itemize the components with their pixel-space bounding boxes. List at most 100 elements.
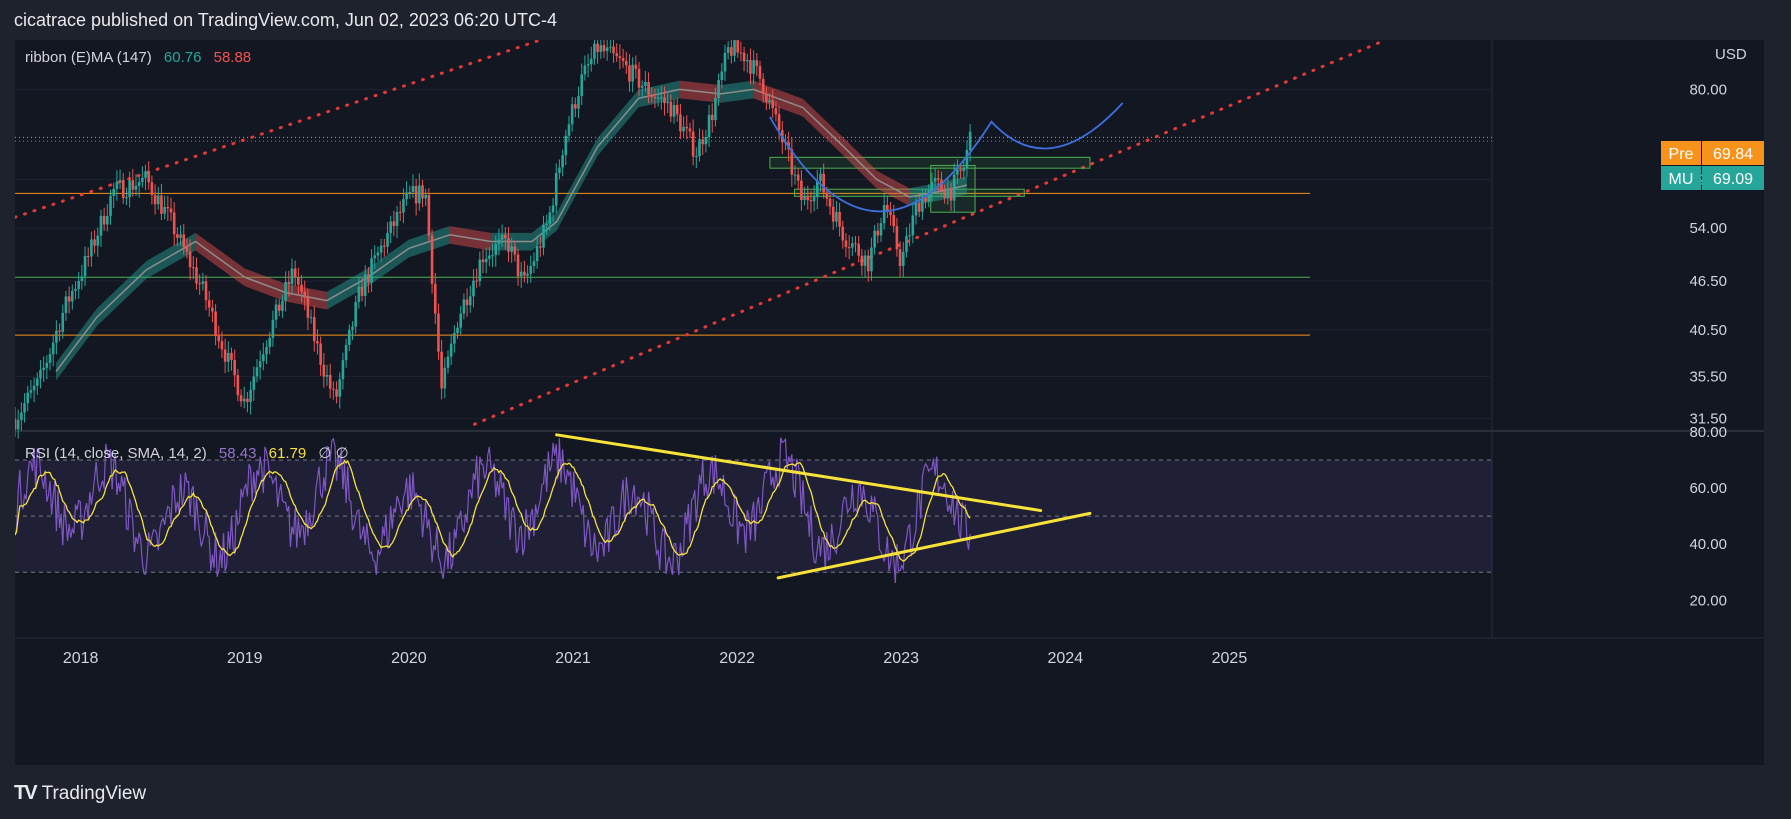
candle-body-140 <box>459 313 463 328</box>
candle-body-98 <box>325 374 329 377</box>
candle-body-227 <box>736 40 740 53</box>
candle-body-157 <box>513 246 517 255</box>
candle-body-93 <box>309 317 313 319</box>
candle-body-68 <box>230 352 233 360</box>
candle-body-71 <box>239 395 243 402</box>
candle-body-39 <box>137 182 141 186</box>
candle-body-233 <box>755 60 759 67</box>
candle-body-11 <box>48 354 52 363</box>
candle-body-115 <box>379 245 383 253</box>
candle-body-182 <box>593 43 596 59</box>
candle-body-225 <box>730 47 733 56</box>
candle-body-83 <box>277 304 281 311</box>
candle-body-59 <box>201 281 205 284</box>
candle-body-286 <box>924 197 927 202</box>
candle-body-131 <box>430 235 434 284</box>
candle-body-105 <box>347 329 351 345</box>
candle-body-169 <box>551 205 555 213</box>
candle-body-293 <box>946 188 950 198</box>
candle-body-158 <box>516 254 520 277</box>
candle-body-221 <box>717 79 720 99</box>
candle-body-61 <box>207 300 211 308</box>
candle-body-211 <box>685 126 689 129</box>
legends: ribbon (E)MA (147) 60.76 58.88 RSI (14, … <box>25 46 1747 462</box>
main-legend-v1: 60.76 <box>164 49 202 66</box>
candle-body-145 <box>475 280 478 282</box>
rsi-legend-value: 58.43 <box>219 445 257 462</box>
candle-body-112 <box>370 258 373 283</box>
candle-body-55 <box>188 251 192 268</box>
candle-body-45 <box>156 195 160 205</box>
candle-body-155 <box>507 238 510 252</box>
candle-body-4 <box>26 392 30 404</box>
candle-body-290 <box>936 178 940 180</box>
time-tick-3: 2021 <box>555 650 591 667</box>
candle-body-129 <box>424 194 428 199</box>
candle-body-103 <box>341 360 345 380</box>
candle-body-27 <box>99 215 103 236</box>
chart-frame[interactable]: 80.0062.0054.0046.5040.5035.5031.5080.00… <box>13 31 1764 765</box>
candle-body-82 <box>274 304 278 320</box>
candle-body-167 <box>545 223 548 226</box>
candle-body-107 <box>354 301 357 327</box>
candle-body-137 <box>449 343 453 357</box>
candle-body-214 <box>695 156 698 158</box>
candle-body-130 <box>427 194 431 236</box>
candle-body-240 <box>777 114 781 131</box>
candle-body-89 <box>297 277 300 285</box>
candle-body-204 <box>663 97 666 104</box>
candle-body-70 <box>236 375 240 396</box>
candle-body-149 <box>488 255 491 259</box>
dotted-trendline-0 <box>13 38 542 219</box>
candle-body-217 <box>704 137 708 145</box>
candle-body-207 <box>672 105 676 117</box>
candle-body-170 <box>554 172 558 206</box>
rsi-tick-2: 40.00 <box>1689 536 1727 553</box>
price-label-value-bg-1 <box>1702 166 1764 190</box>
price-label-name-1: MU <box>1669 171 1694 188</box>
rsi-tick-0: 80.00 <box>1689 424 1727 441</box>
candle-body-153 <box>500 234 504 240</box>
candle-body-282 <box>911 215 915 236</box>
candle-body-123 <box>405 192 408 200</box>
time-tick-7: 2025 <box>1212 650 1248 667</box>
candle-body-63 <box>214 311 217 337</box>
candle-body-104 <box>344 344 348 361</box>
candle-body-86 <box>287 281 291 285</box>
candle-body-177 <box>577 96 580 109</box>
rsi-tick-1: 60.00 <box>1689 480 1727 497</box>
price-label-value-0: 69.84 <box>1713 146 1753 163</box>
candle-body-31 <box>112 188 115 196</box>
candle-body-95 <box>316 341 319 344</box>
trendlines <box>13 38 1387 426</box>
candle-body-156 <box>510 246 513 252</box>
candle-body-141 <box>462 299 466 314</box>
candle-body-56 <box>191 267 195 269</box>
candle-body-226 <box>733 40 736 56</box>
candle-body-41 <box>144 171 147 178</box>
candle-body-249 <box>806 196 810 201</box>
candle-body-16 <box>64 296 68 313</box>
candle-body-289 <box>933 178 937 182</box>
candle-body-272 <box>879 223 883 236</box>
candle-body-111 <box>367 274 370 283</box>
chart-canvas[interactable]: 80.0062.0054.0046.5040.5035.5031.5080.00… <box>13 31 1764 765</box>
price-tick-2: 54.00 <box>1689 220 1727 237</box>
rsi-bands <box>15 459 1492 573</box>
candle-body-231 <box>749 60 752 74</box>
candle-body-64 <box>217 336 221 342</box>
candle-body-125 <box>411 186 415 192</box>
candle-body-43 <box>150 182 154 195</box>
candle-body-8 <box>39 370 42 379</box>
candle-body-219 <box>710 114 714 121</box>
time-tick-2: 2020 <box>391 650 427 667</box>
candle-body-297 <box>959 169 962 171</box>
candle-body-143 <box>468 296 472 306</box>
candle-body-171 <box>558 167 561 173</box>
candle-body-18 <box>71 290 74 302</box>
horizontal-levels <box>15 136 1492 336</box>
candle-body-215 <box>698 139 701 157</box>
candle-body-144 <box>472 280 475 297</box>
candle-body-174 <box>567 124 571 136</box>
candle-body-212 <box>688 128 692 132</box>
